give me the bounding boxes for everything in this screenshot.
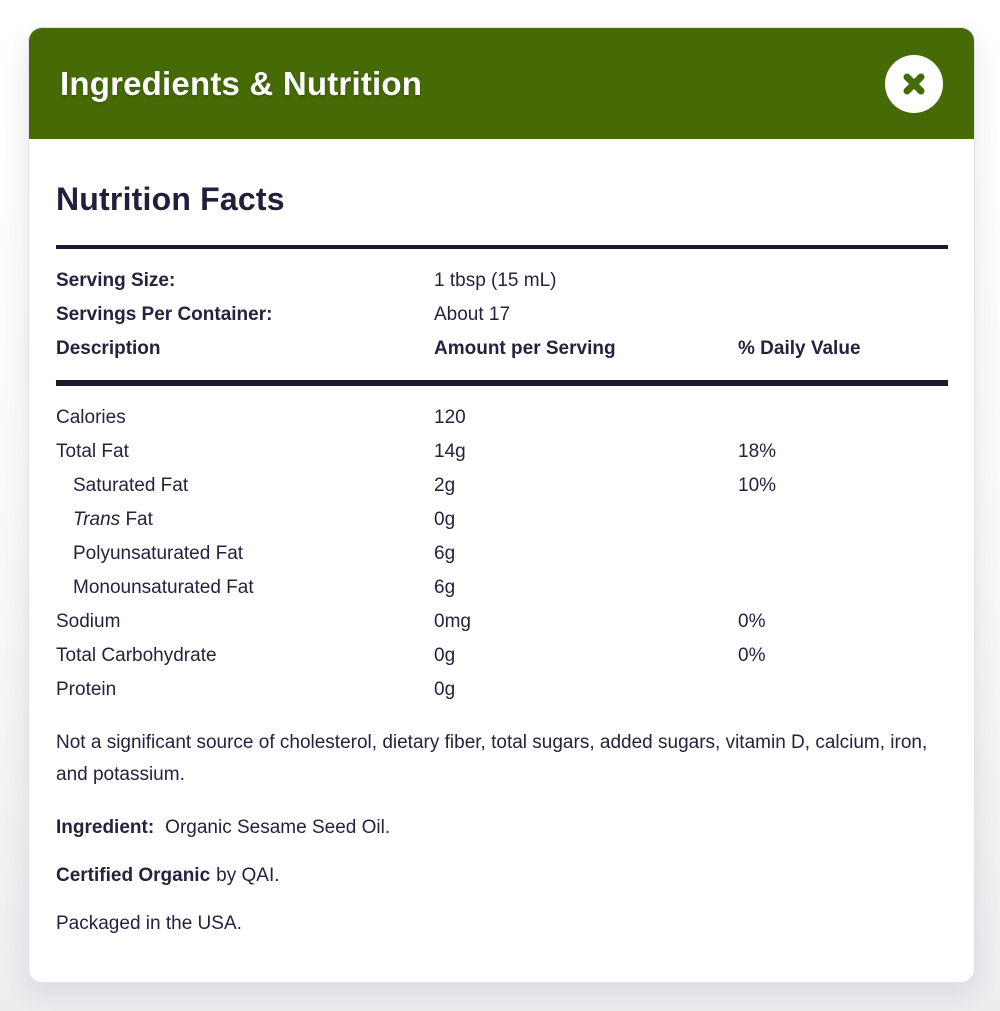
cell-amount: 120 [434, 407, 466, 428]
cell-amount: 0g [434, 645, 456, 666]
table-row: Total Carbohydrate 0g 0% [56, 639, 948, 673]
table-row: Total Fat 14g 18% [56, 435, 948, 469]
cell-label: Total Fat [56, 441, 129, 462]
table-row: Servings Per Container: About 17 [56, 298, 948, 332]
cell-amount: 0g [434, 679, 456, 700]
cell-label: Total Carbohydrate [56, 645, 217, 666]
cell-label: Calories [56, 407, 126, 428]
table-row: Description Amount per Serving % Daily Val… [56, 332, 948, 366]
table-row: Sodium 0mg 0% [56, 605, 948, 639]
cell-amount: 6g [434, 577, 456, 598]
cell-label: Monounsaturated Fat [73, 577, 254, 598]
certified-value: by QAI. [216, 865, 280, 886]
cell-amount: Amount per Serving [434, 338, 616, 359]
cell-amount: 14g [434, 441, 466, 462]
cell-amount: About 17 [434, 304, 511, 325]
ingredient-value: Organic Sesame Seed Oil. [165, 817, 391, 838]
nutrition-panel: Nutrition Facts Serving Size: 1 tbsp (15 … [29, 139, 974, 965]
cell-label: Protein [56, 679, 117, 700]
certified-line: Certified Organic by QAI. [56, 865, 948, 887]
cell-daily-value: 10% [738, 475, 777, 496]
cell-label: Description [56, 338, 161, 359]
ingredient-label: Ingredient: [56, 817, 155, 838]
ingredient-line: Ingredient: Organic Sesame Seed Oil. [56, 817, 948, 839]
table-row: Monounsaturated Fat 6g [56, 571, 948, 605]
cell-label: Sodium [56, 611, 121, 632]
divider-thin [56, 245, 948, 249]
cell-label: Saturated Fat [73, 475, 189, 496]
cell-amount: 0mg [434, 611, 471, 632]
divider-thick [56, 380, 948, 386]
cell-label: Serving Size: [56, 270, 176, 291]
close-icon [899, 69, 929, 99]
table-row: Polyunsaturated Fat 6g [56, 537, 948, 571]
cell-daily-value: % Daily Value [738, 338, 861, 359]
close-button[interactable] [885, 54, 943, 113]
table-row: Saturated Fat 2g 10% [56, 469, 948, 503]
panel-title: Nutrition Facts [56, 181, 285, 217]
cell-label: Polyunsaturated Fat [73, 543, 244, 564]
certified-label: Certified Organic [56, 865, 211, 886]
cell-daily-value: 0% [738, 611, 766, 632]
table-row: Protein 0g [56, 673, 948, 707]
footnote: Not a significant source of cholesterol,… [56, 732, 928, 785]
cell-label: Servings Per Container: [56, 304, 273, 325]
cell-amount: 1 tbsp (15 mL) [434, 270, 557, 291]
modal-header: Ingredients & Nutrition [29, 28, 974, 139]
cell-daily-value: 18% [738, 441, 777, 462]
cell-daily-value: 0% [738, 645, 766, 666]
cell-amount: 0g [434, 509, 456, 530]
cell-label: Trans Fat [73, 509, 153, 530]
nutrient-table: Calories 120 Total Fat 14g 18% Saturated Fat 2… [56, 401, 948, 707]
ingredients-nutrition-modal: Ingredients & Nutrition Nutrition Facts … [28, 27, 975, 983]
serving-table: Serving Size: 1 tbsp (15 mL) Servings Per … [56, 264, 948, 366]
table-row: Serving Size: 1 tbsp (15 mL) [56, 264, 948, 298]
table-row: Trans Fat 0g [56, 503, 948, 537]
table-row: Calories 120 [56, 401, 948, 435]
cell-amount: 6g [434, 543, 456, 564]
cell-amount: 2g [434, 475, 456, 496]
packaged-line: Packaged in the USA. [56, 913, 242, 934]
modal-title: Ingredients & Nutrition [60, 64, 423, 102]
